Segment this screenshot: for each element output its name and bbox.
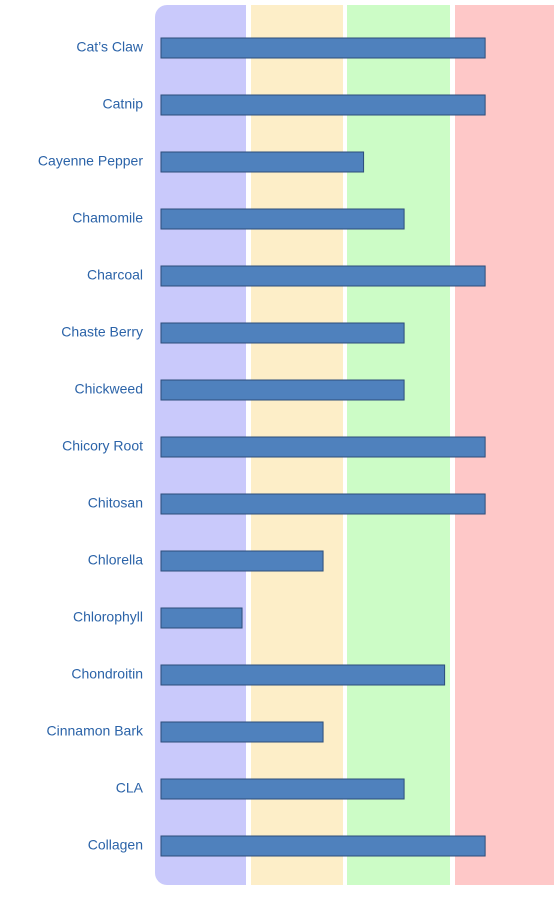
y-tick-label: Cinnamon Bark (47, 723, 144, 739)
y-tick-label: Chondroitin (71, 666, 143, 682)
y-tick-label: Cat’s Claw (76, 39, 144, 55)
bar (160, 379, 405, 401)
bar (160, 778, 405, 800)
bar (160, 664, 446, 686)
y-tick-label: Cayenne Pepper (38, 153, 143, 169)
y-tick-label: Chaste Berry (61, 324, 143, 340)
bar (160, 265, 486, 287)
bar (160, 607, 243, 629)
bar (160, 550, 324, 572)
y-tick-label: Collagen (88, 837, 143, 853)
y-tick-label: Charcoal (87, 267, 143, 283)
bar (160, 322, 405, 344)
bar (160, 151, 365, 173)
y-tick-label: Chamomile (72, 210, 143, 226)
y-tick-label: Chitosan (88, 495, 143, 511)
y-tick-label: Catnip (103, 96, 144, 112)
y-tick-label: Chlorella (88, 552, 143, 568)
y-tick-label: Chlorophyll (73, 609, 143, 625)
bar (160, 436, 486, 458)
y-tick-label: Chickweed (75, 381, 143, 397)
bar (160, 37, 486, 59)
y-tick-label: Chicory Root (62, 438, 143, 454)
bar (160, 94, 486, 116)
bar (160, 721, 324, 743)
bar (160, 835, 486, 857)
y-tick-label: CLA (116, 780, 144, 796)
bar (160, 493, 486, 515)
bar (160, 208, 405, 230)
